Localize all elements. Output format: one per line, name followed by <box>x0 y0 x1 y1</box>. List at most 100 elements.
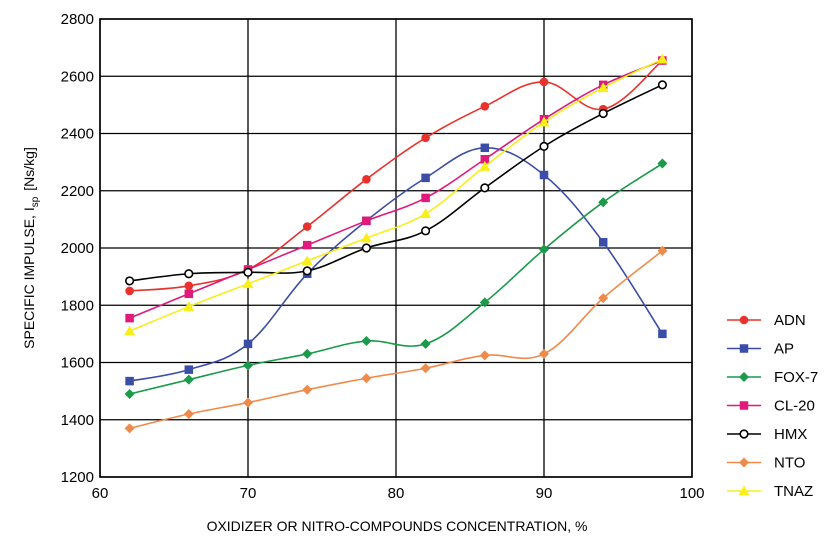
x-tick-label: 90 <box>536 485 553 502</box>
legend-marker-fox-7 <box>739 372 749 382</box>
series-line-hmx <box>129 84 663 282</box>
data-point-nto <box>420 363 431 374</box>
data-point-tnaz <box>124 325 136 336</box>
legend-item-tnaz: TNAZ <box>727 483 813 500</box>
y-tick-label: 1800 <box>61 297 94 314</box>
data-point-nto <box>539 348 549 359</box>
legend-marker-nto <box>739 457 749 468</box>
y-tick-label: 2000 <box>61 240 94 257</box>
data-point-fox-7 <box>420 338 431 349</box>
data-point-tnaz <box>597 82 609 93</box>
data-point-tnaz <box>538 116 550 127</box>
data-point-fox-7 <box>657 158 668 169</box>
data-point-hmx <box>539 141 549 151</box>
y-tick-label: 2200 <box>61 183 94 200</box>
data-point-hmx <box>302 266 312 276</box>
data-point-ap <box>539 170 549 180</box>
y-tick-label: 1200 <box>61 469 94 486</box>
data-point-adn <box>125 286 134 296</box>
data-point-ap <box>421 173 430 183</box>
data-point-hmx <box>598 108 608 119</box>
data-point-fox-7 <box>361 336 372 347</box>
data-point-tnaz <box>242 278 254 289</box>
legend-label-cl-20: CL-20 <box>774 398 815 415</box>
data-point-tnaz <box>656 53 668 64</box>
tick-labels: 60 70 80 90 100 1200 1400 1600 1800 2000 2200 2400 2… <box>61 11 705 502</box>
data-point-cl-20 <box>125 313 134 323</box>
data-point-nto <box>124 423 135 434</box>
legend-item-nto: NTO <box>727 455 805 472</box>
data-point-hmx <box>361 243 372 253</box>
data-point-fox-7 <box>124 388 135 399</box>
data-point-tnaz <box>183 301 195 312</box>
legend-item-cl-20: CL-20 <box>727 398 815 415</box>
series-line-fox-7 <box>129 162 663 395</box>
legend-marker-hmx <box>739 429 749 439</box>
legend-label-nto: NTO <box>774 455 805 472</box>
legend-label-adn: ADN <box>774 312 806 329</box>
data-point-tnaz <box>360 232 372 243</box>
y-tick-label: 2600 <box>61 68 94 85</box>
data-point-cl-20 <box>421 193 430 203</box>
legend-item-hmx: HMX <box>727 426 807 443</box>
legend-label-hmx: HMX <box>774 426 807 443</box>
data-point-adn <box>539 77 549 87</box>
data-point-hmx <box>657 80 668 90</box>
data-point-adn <box>480 102 490 111</box>
y-tick-label: 2800 <box>61 11 94 28</box>
legend-label-tnaz: TNAZ <box>774 483 813 500</box>
data-point-fox-7 <box>183 374 194 385</box>
data-point-tnaz <box>420 208 432 219</box>
data-point-adn <box>184 281 194 291</box>
data-point-hmx <box>125 276 135 286</box>
data-point-nto <box>598 293 609 304</box>
data-point-ap <box>125 376 134 386</box>
x-axis-title: OXIDIZER OR NITRO-COMPOUNDS CONCENTRATIO… <box>207 518 588 534</box>
series-line-cl-20 <box>129 59 663 319</box>
data-point-hmx <box>243 267 253 277</box>
y-axis-title-subscript: sp <box>30 196 41 207</box>
x-tick-label: 70 <box>240 485 257 502</box>
legend-marker-tnaz <box>738 485 750 496</box>
legend-label-ap: AP <box>774 341 794 358</box>
legend-item-adn: ADN <box>727 312 806 329</box>
data-point-hmx <box>421 226 431 236</box>
data-point-cl-20 <box>184 289 194 299</box>
y-axis-title-unit: [Ns/kg] <box>21 147 37 191</box>
data-point-fox-7 <box>539 244 549 255</box>
x-tick-label: 80 <box>388 485 405 502</box>
y-axis-title: SPECIFIC IMPULSE, Isp [Ns/kg] <box>21 147 41 349</box>
y-tick-label: 1600 <box>61 355 94 372</box>
legend-marker-adn <box>739 315 749 325</box>
data-point-fox-7 <box>479 297 490 308</box>
data-point-nto <box>657 245 668 256</box>
data-point-ap <box>243 339 253 349</box>
series-hmx <box>125 80 668 286</box>
series-line-ap <box>129 147 664 382</box>
y-tick-label: 2400 <box>61 126 94 143</box>
series-line-tnaz <box>129 58 663 332</box>
data-point-tnaz <box>301 255 313 266</box>
data-point-adn <box>362 175 371 184</box>
data-point-cl-20 <box>302 240 312 250</box>
data-point-tnaz <box>479 160 491 171</box>
data-point-nto <box>243 397 253 408</box>
data-point-cl-20 <box>480 155 490 164</box>
y-tick-label: 1400 <box>61 412 94 429</box>
series-layer <box>124 53 668 434</box>
x-tick-label: 100 <box>679 485 704 502</box>
data-point-fox-7 <box>243 360 253 371</box>
data-point-fox-7 <box>302 348 313 359</box>
x-tick-label: 60 <box>92 485 109 502</box>
data-point-adn <box>302 222 312 231</box>
legend-marker-ap <box>739 344 749 353</box>
data-point-hmx <box>184 269 194 279</box>
data-point-hmx <box>480 183 490 193</box>
data-point-adn <box>421 133 430 143</box>
data-point-nto <box>361 373 372 384</box>
data-point-nto <box>183 409 194 420</box>
series-tnaz <box>124 53 668 336</box>
plot-frame <box>99 18 693 478</box>
data-point-ap <box>184 365 194 374</box>
